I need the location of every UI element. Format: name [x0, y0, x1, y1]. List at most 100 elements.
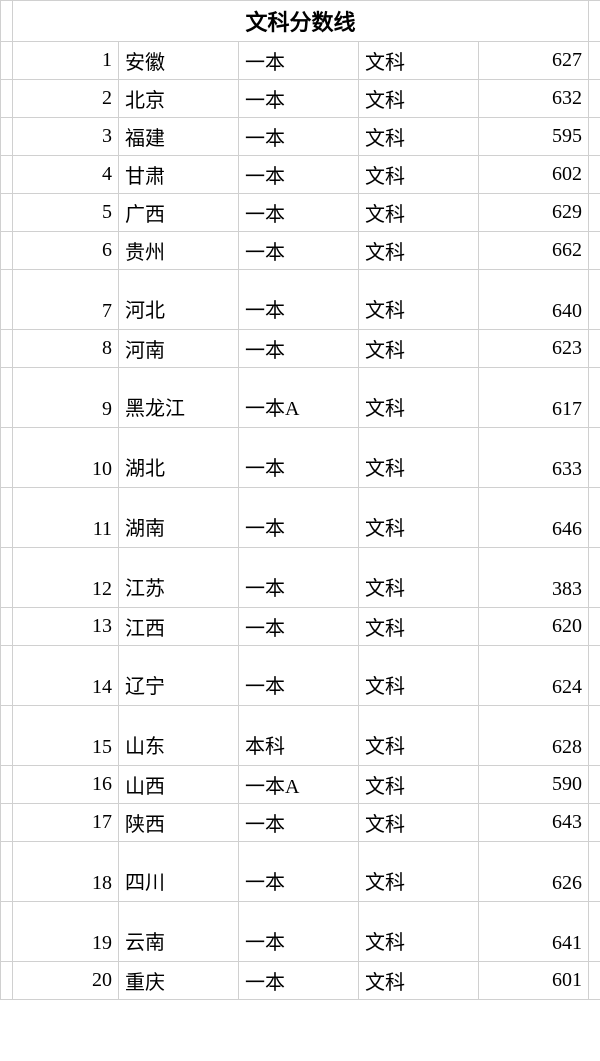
table-row: 16山西一本A文科590: [1, 766, 600, 804]
gutter-cell: [589, 706, 600, 766]
gutter-cell: [1, 488, 13, 548]
row-subject: 文科: [359, 118, 479, 156]
row-province: 湖北: [119, 428, 239, 488]
row-subject: 文科: [359, 608, 479, 646]
row-province: 黑龙江: [119, 368, 239, 428]
row-tier: 一本: [239, 962, 359, 1000]
row-score: 617: [479, 368, 589, 428]
table-row: 1安徽一本文科627: [1, 42, 600, 80]
row-province: 辽宁: [119, 646, 239, 706]
table-row: 18四川一本文科626: [1, 842, 600, 902]
gutter-cell: [589, 842, 600, 902]
row-tier: 一本A: [239, 368, 359, 428]
table-row: 11湖南一本文科646: [1, 488, 600, 548]
row-tier: 一本: [239, 42, 359, 80]
table-row: 10湖北一本文科633: [1, 428, 600, 488]
row-tier: 一本: [239, 646, 359, 706]
table-row: 14辽宁一本文科624: [1, 646, 600, 706]
row-score: 602: [479, 156, 589, 194]
row-score: 383: [479, 548, 589, 608]
row-province: 江西: [119, 608, 239, 646]
row-index: 9: [13, 368, 119, 428]
gutter-cell: [589, 42, 600, 80]
gutter-cell: [589, 1, 600, 42]
row-tier: 一本: [239, 330, 359, 368]
gutter-cell: [1, 42, 13, 80]
row-index: 6: [13, 232, 119, 270]
table-row: 7河北一本文科640: [1, 270, 600, 330]
table-row: 12江苏一本文科383: [1, 548, 600, 608]
row-score: 628: [479, 706, 589, 766]
row-tier: 一本: [239, 902, 359, 962]
table-row: 5广西一本文科629: [1, 194, 600, 232]
gutter-cell: [589, 646, 600, 706]
gutter-cell: [589, 80, 600, 118]
row-tier: 一本: [239, 428, 359, 488]
row-index: 2: [13, 80, 119, 118]
row-province: 云南: [119, 902, 239, 962]
gutter-cell: [1, 646, 13, 706]
table-row: 8河南一本文科623: [1, 330, 600, 368]
row-subject: 文科: [359, 330, 479, 368]
row-province: 山东: [119, 706, 239, 766]
row-index: 7: [13, 270, 119, 330]
gutter-cell: [589, 270, 600, 330]
row-province: 湖南: [119, 488, 239, 548]
row-score: 632: [479, 80, 589, 118]
row-province: 四川: [119, 842, 239, 902]
gutter-cell: [1, 118, 13, 156]
row-tier: 一本: [239, 156, 359, 194]
row-index: 3: [13, 118, 119, 156]
row-score: 601: [479, 962, 589, 1000]
gutter-cell: [589, 194, 600, 232]
gutter-cell: [589, 428, 600, 488]
row-tier: 一本: [239, 804, 359, 842]
gutter-cell: [1, 270, 13, 330]
row-province: 山西: [119, 766, 239, 804]
table-row: 2北京一本文科632: [1, 80, 600, 118]
row-subject: 文科: [359, 42, 479, 80]
gutter-cell: [589, 368, 600, 428]
row-subject: 文科: [359, 902, 479, 962]
row-score: 595: [479, 118, 589, 156]
gutter-cell: [1, 766, 13, 804]
row-tier: 一本: [239, 80, 359, 118]
row-subject: 文科: [359, 368, 479, 428]
gutter-cell: [1, 962, 13, 1000]
gutter-cell: [1, 368, 13, 428]
table-row: 15山东本科文科628: [1, 706, 600, 766]
gutter-cell: [1, 156, 13, 194]
row-province: 甘肃: [119, 156, 239, 194]
table-row: 13江西一本文科620: [1, 608, 600, 646]
row-score: 643: [479, 804, 589, 842]
row-subject: 文科: [359, 80, 479, 118]
row-tier: 一本: [239, 488, 359, 548]
gutter-cell: [1, 194, 13, 232]
row-tier: 一本: [239, 118, 359, 156]
row-subject: 文科: [359, 646, 479, 706]
row-tier: 一本: [239, 270, 359, 330]
gutter-cell: [1, 232, 13, 270]
row-index: 20: [13, 962, 119, 1000]
gutter-cell: [589, 118, 600, 156]
title-row: 文科分数线: [1, 1, 600, 42]
gutter-cell: [589, 804, 600, 842]
row-index: 12: [13, 548, 119, 608]
gutter-cell: [589, 156, 600, 194]
row-province: 重庆: [119, 962, 239, 1000]
row-tier: 一本A: [239, 766, 359, 804]
row-province: 陕西: [119, 804, 239, 842]
row-subject: 文科: [359, 842, 479, 902]
gutter-cell: [589, 902, 600, 962]
row-score: 629: [479, 194, 589, 232]
gutter-cell: [1, 80, 13, 118]
row-subject: 文科: [359, 232, 479, 270]
row-subject: 文科: [359, 962, 479, 1000]
gutter-cell: [589, 232, 600, 270]
table-row: 3福建一本文科595: [1, 118, 600, 156]
row-index: 13: [13, 608, 119, 646]
row-tier: 一本: [239, 548, 359, 608]
row-tier: 一本: [239, 232, 359, 270]
gutter-cell: [1, 608, 13, 646]
row-subject: 文科: [359, 706, 479, 766]
